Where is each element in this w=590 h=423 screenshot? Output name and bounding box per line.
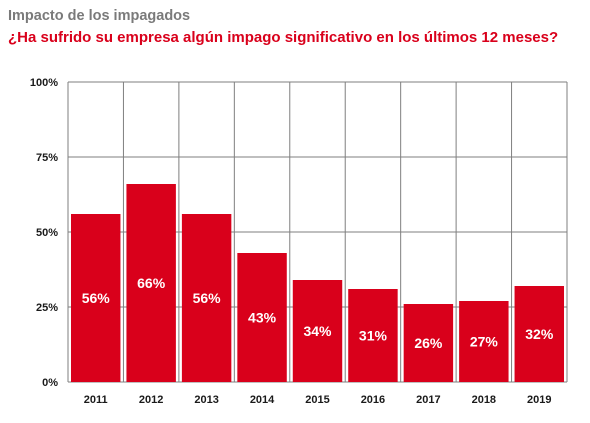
bar <box>348 289 398 382</box>
y-tick-label: 100% <box>30 77 58 89</box>
x-tick-label: 2016 <box>361 394 385 406</box>
data-labels: 56% 66% 56% 43% 34% 31% 26% 27% 32% <box>82 275 554 351</box>
data-label: 43% <box>248 310 277 326</box>
data-label: 66% <box>137 275 166 291</box>
bar <box>292 280 343 382</box>
chart-subtitle: ¿Ha sufrido su empresa algún impago sign… <box>8 29 559 46</box>
x-tick-label: 2017 <box>416 394 440 406</box>
chart-title: Impacto de los impagados <box>8 8 191 24</box>
bar <box>71 214 121 382</box>
data-label: 32% <box>525 326 554 342</box>
bars <box>71 184 564 382</box>
y-axis-ticks: 0% 25% 50% 75% 100% <box>30 77 58 389</box>
data-label: 56% <box>193 290 222 306</box>
bar <box>403 304 454 382</box>
data-label: 31% <box>359 328 388 344</box>
data-label: 27% <box>470 334 499 350</box>
data-label: 34% <box>303 323 332 339</box>
bar <box>459 301 509 382</box>
data-label: 56% <box>82 290 111 306</box>
y-tick-label: 75% <box>36 152 58 164</box>
x-tick-label: 2018 <box>472 394 496 406</box>
bar <box>237 253 287 382</box>
x-tick-label: 2019 <box>527 394 551 406</box>
x-tick-label: 2012 <box>139 394 163 406</box>
y-tick-label: 25% <box>36 302 58 314</box>
x-tick-label: 2014 <box>250 394 275 406</box>
data-label: 26% <box>414 335 443 351</box>
bar <box>514 286 564 382</box>
bar <box>126 184 176 382</box>
x-tick-label: 2015 <box>305 394 329 406</box>
y-tick-label: 50% <box>36 227 58 239</box>
x-axis-ticks: 2011 2012 2013 2014 2015 2016 2017 2018 2019 <box>84 394 552 406</box>
x-tick-label: 2011 <box>84 394 108 406</box>
y-tick-label: 0% <box>42 377 58 389</box>
x-tick-label: 2013 <box>194 394 218 406</box>
bar <box>181 214 232 382</box>
